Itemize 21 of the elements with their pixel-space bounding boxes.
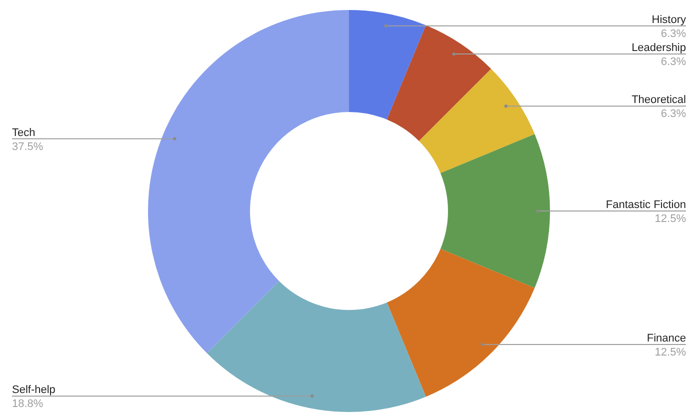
donut-slice <box>386 25 492 141</box>
data-label: 12.5% <box>654 213 686 225</box>
slice-label: History <box>652 14 686 26</box>
data-label: 18.8% <box>12 398 44 410</box>
slice-label: Leadership <box>632 42 686 54</box>
slice-label: Tech <box>12 126 36 139</box>
donut-slice <box>440 134 550 288</box>
slice-label: Theoretical <box>632 94 686 106</box>
donut-slice <box>419 68 535 174</box>
data-label: 6.3% <box>660 28 686 40</box>
slice-label: Finance <box>646 332 686 344</box>
donut-slice <box>349 10 426 120</box>
data-label: 12.5% <box>654 346 686 358</box>
slice-label: Self-help <box>12 384 56 396</box>
slice-label: Fantastic Fiction <box>606 199 686 211</box>
data-label: 37.5% <box>12 140 44 153</box>
donut-slice <box>206 281 426 412</box>
donut-slice <box>386 248 535 397</box>
data-label: 6.3% <box>660 56 686 68</box>
data-label: 6.3% <box>660 108 686 120</box>
donut-slice <box>148 10 349 354</box>
